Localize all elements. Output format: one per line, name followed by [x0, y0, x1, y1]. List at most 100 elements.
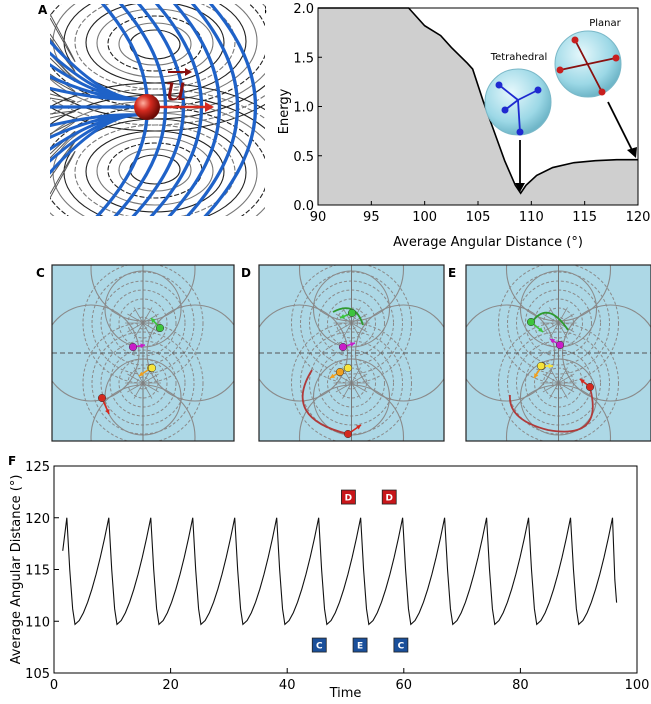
flow-loop	[96, 8, 214, 78]
vector-u-label: u	[165, 69, 187, 109]
particle-arrowhead	[139, 371, 144, 376]
field-spoke	[142, 382, 153, 399]
bond-end	[598, 88, 606, 96]
streamline	[50, 86, 141, 101]
y-tick-label: 0.0	[293, 199, 314, 214]
flow-line	[50, 151, 76, 199]
bond-end	[534, 86, 542, 94]
field-spoke	[335, 382, 352, 393]
flow-line	[50, 93, 76, 103]
field-spoke	[342, 382, 352, 399]
particle-arrowhead	[356, 425, 361, 430]
y-tick-label: 110	[25, 615, 50, 630]
x-tick-label: 100	[412, 210, 437, 225]
field-frame	[258, 264, 445, 442]
panel-a-flow-field	[50, 4, 265, 216]
bond-end	[571, 36, 579, 44]
field-spoke	[133, 307, 144, 324]
particle-trail	[531, 311, 569, 331]
x-tick-label: 110	[519, 210, 544, 225]
particle	[555, 340, 565, 350]
flow-loop	[96, 136, 214, 206]
panel-e-label: E	[448, 266, 456, 280]
streamline	[167, 4, 222, 216]
field-spoke	[558, 382, 575, 393]
marker-badge	[381, 489, 397, 505]
field-lines	[52, 265, 234, 441]
particle-arrowhead	[550, 339, 555, 344]
streamline	[50, 113, 141, 128]
particle	[526, 317, 536, 327]
field-frame	[51, 264, 235, 442]
x-tick-label: 95	[363, 210, 380, 225]
field-spoke	[549, 382, 559, 399]
panel-a-label: A	[38, 3, 48, 17]
particle-arrowhead	[340, 314, 345, 319]
flow-loop	[74, 124, 236, 216]
field-spoke	[351, 382, 361, 399]
particle-arrowhead	[534, 373, 539, 378]
streamline	[185, 4, 240, 216]
planar-arrow	[607, 101, 633, 151]
field-dashed-circle	[300, 331, 403, 435]
field-spoke	[127, 313, 144, 324]
particle	[335, 367, 345, 377]
x-tick-label: 20	[162, 678, 179, 693]
field-spoke	[351, 382, 368, 393]
field-spoke	[542, 322, 559, 333]
field-spoke	[558, 322, 568, 339]
planar-arrowhead	[627, 147, 637, 158]
particle	[338, 342, 348, 352]
panel-d-field	[258, 264, 445, 442]
flow-loop	[50, 82, 265, 111]
field-spoke	[127, 373, 144, 384]
field-dashed-circle	[498, 265, 619, 384]
field-dashed-circle	[300, 271, 403, 375]
panel-f-label: F	[8, 454, 16, 468]
field-spoke	[142, 382, 159, 393]
field-spoke	[133, 322, 144, 339]
particle-arrowhead	[105, 409, 110, 414]
energy-area	[318, 8, 638, 205]
marker-badge	[393, 637, 409, 653]
marker-label: E	[357, 642, 363, 652]
field-spoke	[342, 322, 352, 339]
particle	[343, 429, 353, 439]
x-tick-label: 105	[466, 210, 491, 225]
field-dashed-circle	[507, 271, 610, 375]
x-axis-label: Average Angular Distance (°)	[393, 235, 583, 250]
y-tick-label: 0.5	[293, 150, 314, 165]
field-dashed-circle	[291, 265, 412, 384]
particle	[585, 382, 595, 392]
bond	[498, 84, 519, 101]
particle-arrowhead	[548, 363, 553, 369]
field-spoke	[558, 367, 568, 384]
field-spoke	[542, 382, 559, 393]
flow-line	[50, 110, 76, 119]
bond	[517, 89, 539, 101]
x-tick-label: 100	[625, 678, 650, 693]
field-frame	[465, 264, 651, 442]
bond-end	[516, 128, 524, 136]
field-spoke	[335, 313, 352, 324]
bond	[517, 99, 521, 133]
field-spoke	[127, 322, 144, 333]
field-spoke	[335, 322, 352, 333]
field-spoke	[142, 322, 153, 339]
field-circle	[146, 304, 234, 402]
field-spoke	[542, 313, 559, 324]
particle	[97, 393, 107, 403]
chart-f: 0 20 40 60 80 100 105 110 115 120 125 Time Average A…	[9, 460, 649, 701]
y-tick-label: 120	[25, 512, 50, 527]
x-tick-label: 40	[279, 678, 296, 693]
particle-arrowhead	[151, 318, 156, 323]
bond-end	[556, 66, 564, 74]
x-tick-label: 115	[572, 210, 597, 225]
y-tick-label: 115	[25, 564, 50, 579]
marker-label: C	[398, 642, 405, 652]
annotation-tetrahedral: Tetrahedral	[490, 52, 548, 63]
y-axis-label: Average Angular Distance (°)	[9, 475, 24, 665]
marker-badge	[311, 637, 327, 653]
particle	[347, 308, 357, 318]
